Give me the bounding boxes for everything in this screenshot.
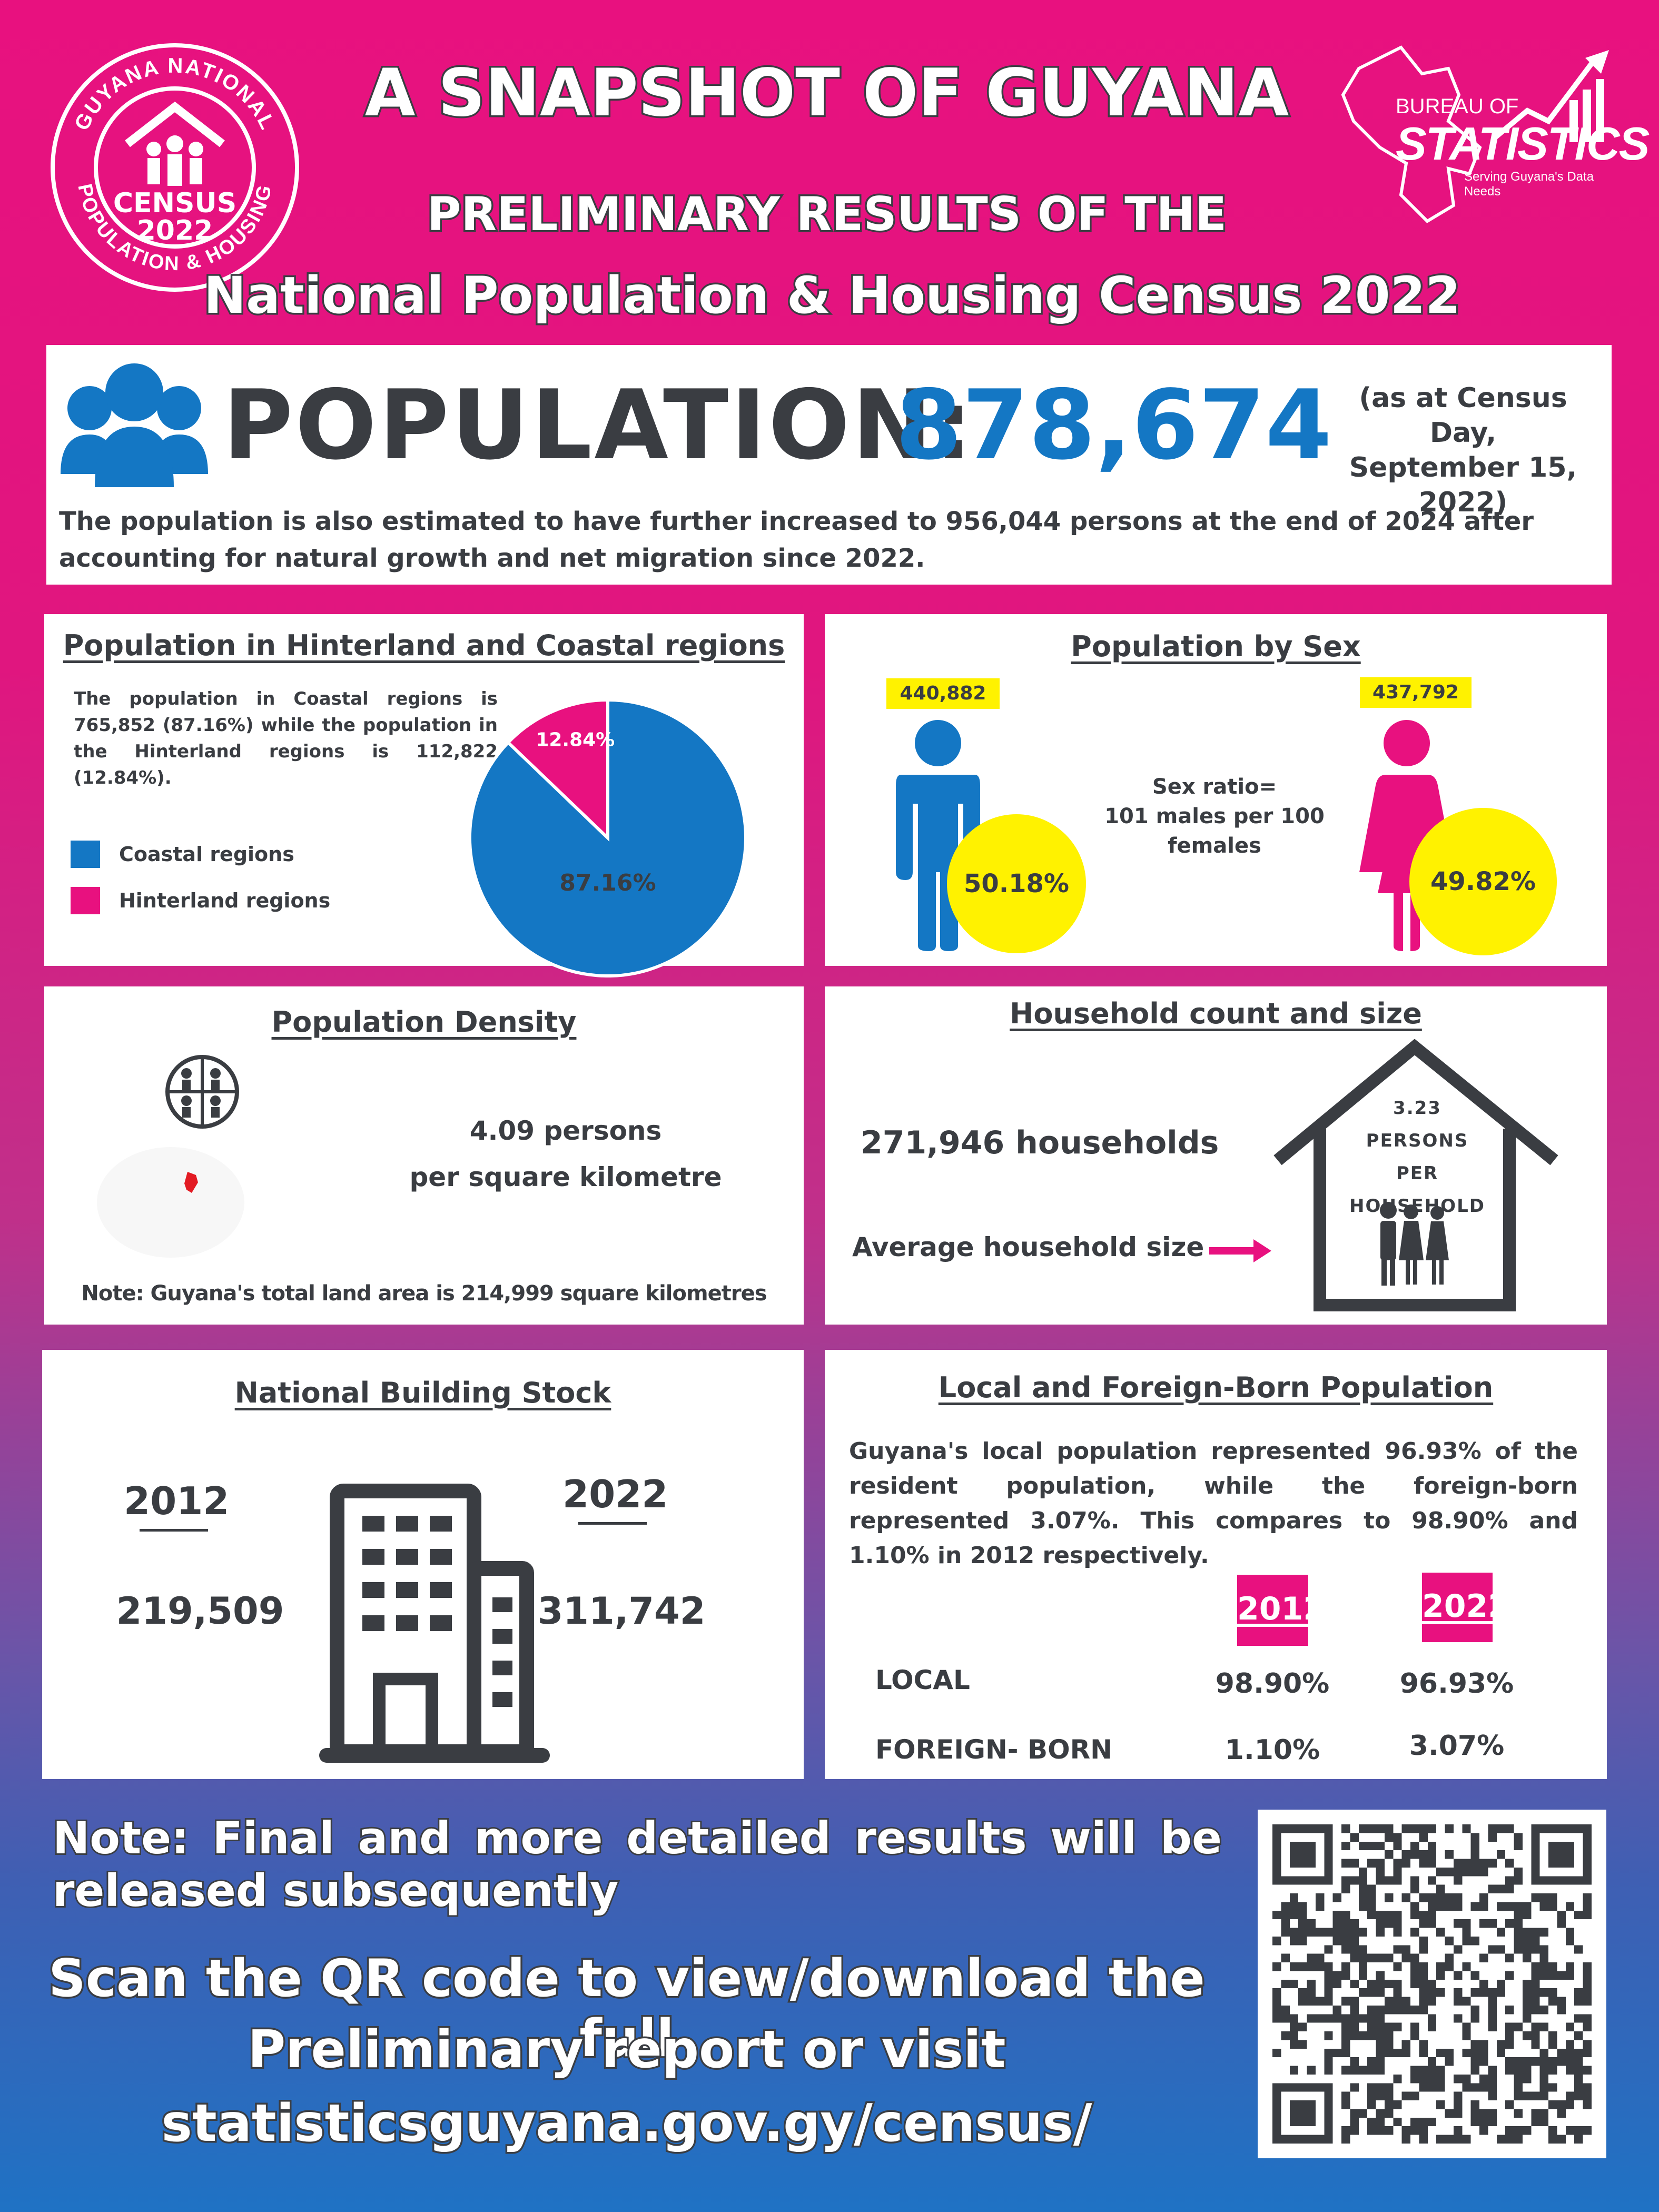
building-title: National Building Stock bbox=[234, 1376, 611, 1409]
male-percentage: 50.18% bbox=[947, 814, 1086, 953]
female-icon bbox=[1359, 720, 1454, 951]
svg-text:GUYANA NATIONAL: GUYANA NATIONAL bbox=[70, 54, 280, 134]
foreign-born-title: Local and Foreign-Born Population bbox=[938, 1371, 1494, 1404]
household-size-line-3: PER bbox=[1396, 1163, 1439, 1184]
hinterland-title: Population in Hinterland and Coastal reg… bbox=[63, 629, 785, 662]
building-value-2012: 219,509 bbox=[116, 1589, 284, 1633]
density-value-line-1: 4.09 persons bbox=[469, 1115, 662, 1146]
building-panel: National Building Stock 2012 219,509 202… bbox=[42, 1350, 804, 1779]
household-size-line-4: HOUSEHOLD bbox=[1349, 1196, 1485, 1217]
sex-title: Population by Sex bbox=[1071, 630, 1361, 663]
main-title: A SNAPSHOT OF GUYANA bbox=[363, 54, 1291, 133]
people-group-icon bbox=[61, 363, 208, 487]
row-foreign-2022: 3.07% bbox=[1409, 1730, 1505, 1762]
density-value-line-2: per square kilometre bbox=[409, 1162, 722, 1192]
logo-year-text: 2022 bbox=[136, 215, 213, 246]
hinterland-pie-chart: 87.16% 12.84% bbox=[468, 698, 747, 977]
subtitle-line-2: National Population & Housing Census 202… bbox=[202, 264, 1462, 327]
people-globe-icon bbox=[165, 1055, 239, 1129]
website-url[interactable]: statisticsguyana.gov.gy/census/ bbox=[160, 2092, 1094, 2156]
household-title: Household count and size bbox=[1010, 997, 1422, 1030]
logo-top-arc: GUYANA NATIONAL bbox=[70, 54, 278, 134]
house-icon bbox=[1273, 1039, 1558, 1311]
row-local-2012: 98.90% bbox=[1215, 1668, 1330, 1700]
population-label: POPULATION: bbox=[223, 369, 975, 481]
subtitle-line-1: PRELIMINARY RESULTS OF THE bbox=[425, 185, 1228, 243]
row-foreign-2012: 1.10% bbox=[1224, 1734, 1320, 1766]
density-note: Note: Guyana's total land area is 214,99… bbox=[81, 1281, 767, 1306]
persons-per-household: 3.23 PERSONS PER HOUSEHOLD bbox=[1320, 1092, 1515, 1222]
building-icon bbox=[319, 1484, 550, 1763]
footer-note: Note: Final and more detailed results wi… bbox=[51, 1811, 1223, 1918]
scan-instruction-line-1: Scan the QR code to view/download the fu… bbox=[47, 1947, 1207, 2071]
density-value: 4.09 persons per square kilometre bbox=[339, 1108, 792, 1200]
legend-coastal-label: Coastal regions bbox=[119, 843, 294, 866]
arrow-right-icon bbox=[1209, 1239, 1271, 1262]
hinterland-panel: Population in Hinterland and Coastal reg… bbox=[44, 614, 804, 977]
year-2022-underline bbox=[578, 1522, 647, 1525]
sex-ratio-line-3: females bbox=[1168, 834, 1261, 858]
hinterland-text: The population in Coastal regions is 765… bbox=[74, 688, 498, 788]
census-day-line-1: (as at Census Day, bbox=[1359, 382, 1567, 449]
sex-ratio: Sex ratio= 101 males per 100 females bbox=[1104, 772, 1325, 861]
pie-label-hinterland: 12.84% bbox=[536, 729, 615, 750]
household-count: 271,946 households bbox=[861, 1124, 1219, 1161]
census-day-line-2: September 15, bbox=[1349, 452, 1577, 483]
average-household-label: Average household size bbox=[852, 1232, 1204, 1262]
foreign-born-text: Guyana's local population represented 96… bbox=[849, 1438, 1578, 1569]
census-day-line-3: 2022) bbox=[1418, 487, 1508, 518]
legend-hinterland-label: Hinterland regions bbox=[119, 889, 331, 912]
foreign-born-panel: Local and Foreign-Born Population Guyana… bbox=[825, 1350, 1607, 1779]
household-size-line-2: PERSONS bbox=[1366, 1130, 1469, 1151]
bureau-logo: BUREAU OF STATISTICS Serving Guyana's Da… bbox=[1322, 37, 1650, 232]
building-year-2012: 2012 bbox=[124, 1479, 230, 1523]
building-value-2022: 311,742 bbox=[537, 1589, 706, 1633]
qr-code[interactable] bbox=[1258, 1810, 1606, 2158]
bureau-line-1: BUREAU OF bbox=[1396, 95, 1519, 118]
row-local-2022: 96.93% bbox=[1399, 1668, 1514, 1700]
row-local-label: LOCAL bbox=[875, 1665, 970, 1695]
legend-hinterland-swatch bbox=[71, 887, 100, 914]
pie-label-coastal: 87.16% bbox=[559, 870, 656, 896]
density-title: Population Density bbox=[271, 1005, 577, 1039]
female-count: 437,792 bbox=[1360, 677, 1472, 708]
sex-panel: Population by Sex 440,882 437,792 50.18%… bbox=[825, 614, 1607, 966]
south-america-map-icon bbox=[97, 1147, 244, 1258]
sex-ratio-line-1: Sex ratio= bbox=[1152, 775, 1277, 799]
logo-census-text: CENSUS bbox=[113, 187, 237, 219]
legend-coastal-swatch bbox=[71, 841, 100, 868]
pie-slice-coastal bbox=[468, 698, 747, 977]
population-estimate-text: The population is also estimated to have… bbox=[59, 507, 1534, 573]
bureau-tagline: Serving Guyana's Data Needs bbox=[1464, 170, 1594, 199]
household-size-value: 3.23 bbox=[1393, 1098, 1441, 1119]
female-percentage: 49.82% bbox=[1409, 808, 1557, 955]
building-year-2022: 2022 bbox=[562, 1472, 668, 1516]
row-foreign-label: FOREIGN- BORN bbox=[875, 1734, 1112, 1765]
census-logo-graphic: GUYANA NATIONAL POPULATION & HOUSING bbox=[51, 43, 299, 292]
male-icon bbox=[896, 720, 980, 951]
column-2022-header: 2022 bbox=[1422, 1573, 1510, 1642]
population-census-day-note: (as at Census Day, September 15, 2022) bbox=[1326, 381, 1600, 520]
census-logo: GUYANA NATIONAL POPULATION & HOUSING CEN… bbox=[48, 41, 301, 294]
pie-slice-hinterland bbox=[506, 698, 609, 842]
year-2012-underline bbox=[140, 1529, 208, 1532]
column-2012-header: 2012 bbox=[1237, 1575, 1325, 1646]
household-panel: Household count and size 271,946 househo… bbox=[825, 986, 1607, 1325]
scan-instruction-line-2: Preliminary report or visit bbox=[246, 2018, 1008, 2082]
guyana-map-outline-icon bbox=[1341, 45, 1609, 223]
population-panel: POPULATION: 878,674 (as at Census Day, S… bbox=[46, 345, 1612, 585]
density-panel: Population Density 4.09 persons per squa… bbox=[44, 986, 804, 1325]
sex-ratio-line-2: 101 males per 100 bbox=[1104, 804, 1325, 828]
male-count: 440,882 bbox=[886, 678, 1000, 709]
population-value: 878,674 bbox=[895, 369, 1332, 481]
bureau-line-2: STATISTICS bbox=[1396, 117, 1650, 170]
qr-code-graphic bbox=[1272, 1824, 1592, 2144]
